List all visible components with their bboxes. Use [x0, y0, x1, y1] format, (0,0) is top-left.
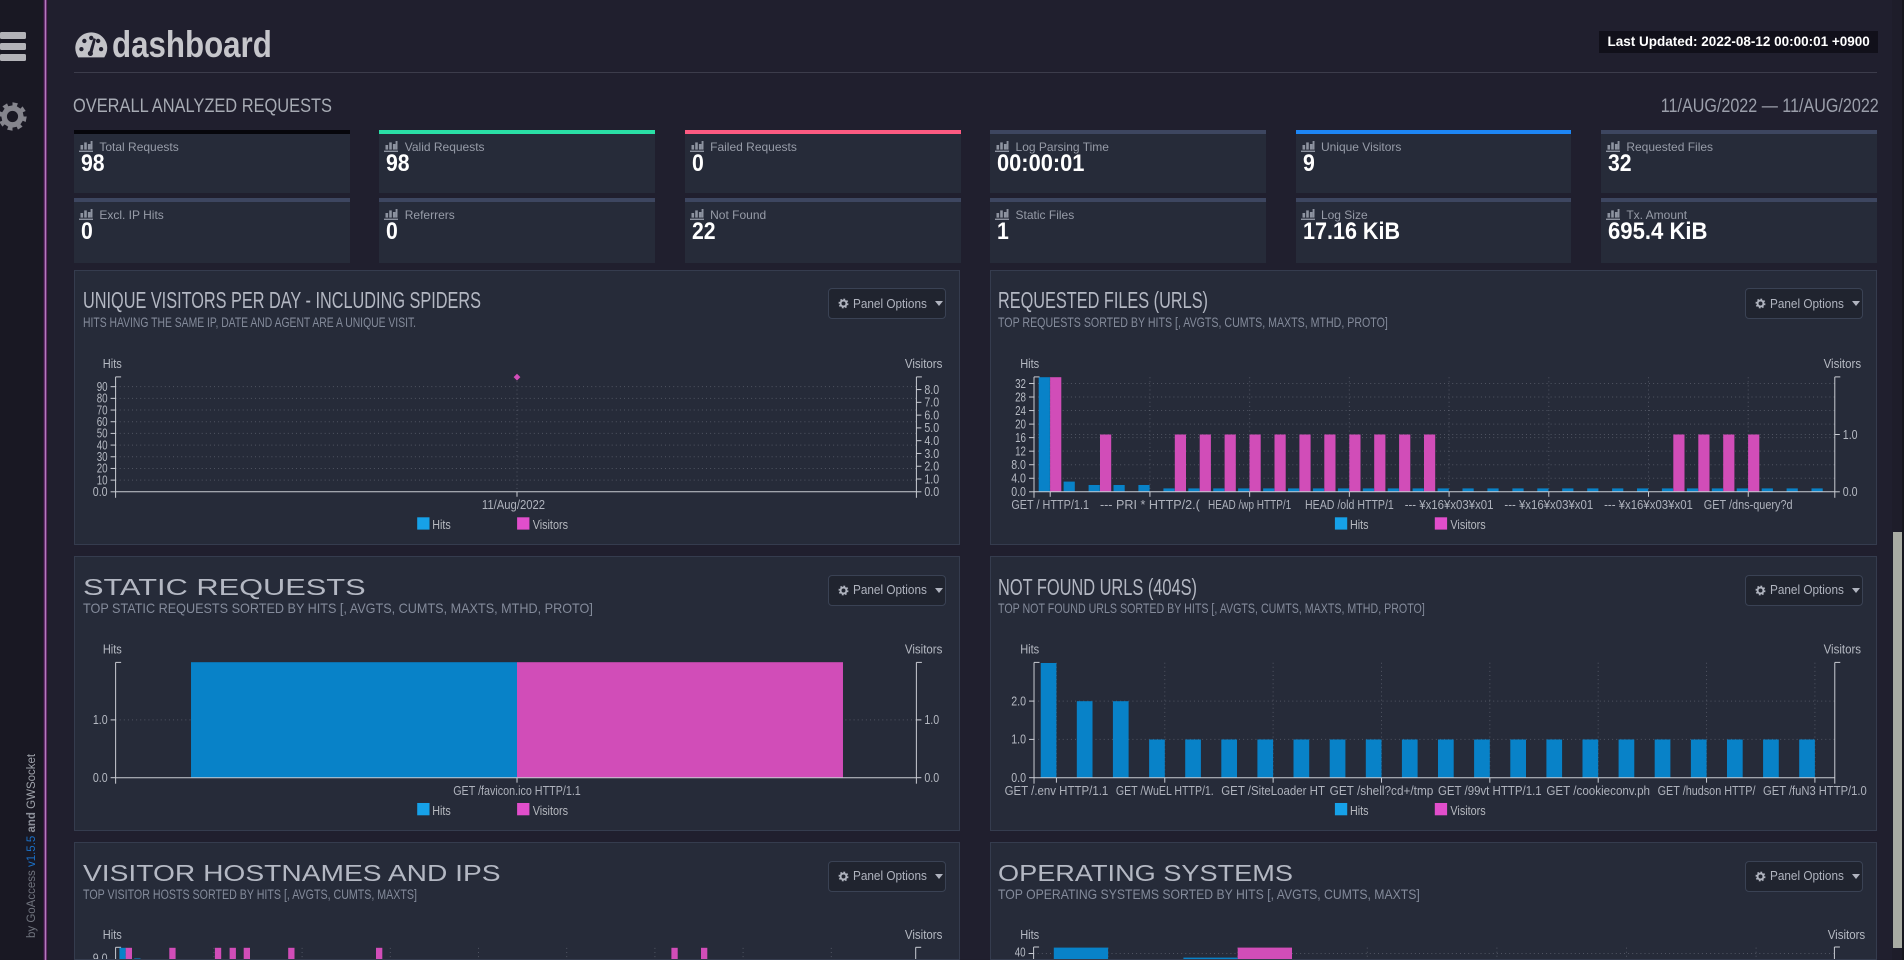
svg-text:Visitors: Visitors	[1823, 356, 1861, 371]
svg-text:GET /WuEL HTTP/1.: GET /WuEL HTTP/1.	[1115, 783, 1213, 798]
svg-text:1.0: 1.0	[93, 713, 108, 727]
svg-text:70: 70	[97, 403, 108, 417]
svg-text:0.0: 0.0	[924, 771, 939, 785]
svg-text:2.0: 2.0	[924, 459, 939, 473]
svg-text:Visitors: Visitors	[905, 356, 943, 371]
svg-text:30: 30	[97, 450, 108, 464]
svg-text:GET /99vt HTTP/1.1: GET /99vt HTTP/1.1	[1438, 783, 1542, 798]
svg-text:50: 50	[97, 426, 108, 440]
svg-text:24: 24	[1015, 404, 1026, 418]
svg-text:4.0: 4.0	[924, 434, 939, 448]
svg-text:Visitors: Visitors	[1450, 803, 1485, 818]
svg-text:--- PRI * HTTP/2.(: --- PRI * HTTP/2.(	[1100, 497, 1201, 512]
svg-text:GET /shell?cd+/tmp: GET /shell?cd+/tmp	[1329, 783, 1433, 798]
svg-text:Hits: Hits	[1020, 356, 1039, 371]
svg-text:--- ¥x16¥x03¥x01: --- ¥x16¥x03¥x01	[1504, 497, 1593, 512]
svg-text:--- ¥x16¥x03¥x01: --- ¥x16¥x03¥x01	[1404, 497, 1493, 512]
svg-text:12: 12	[1015, 444, 1026, 458]
svg-text:--- ¥x16¥x03¥x01: --- ¥x16¥x03¥x01	[1604, 497, 1693, 512]
svg-text:11/Aug/2022: 11/Aug/2022	[482, 497, 545, 512]
svg-text:Hits: Hits	[103, 642, 122, 657]
svg-text:Hits: Hits	[1350, 517, 1369, 532]
svg-text:GET / HTTP/1.1: GET / HTTP/1.1	[1011, 497, 1089, 512]
svg-text:Visitors: Visitors	[905, 927, 943, 942]
svg-text:2.0: 2.0	[1011, 695, 1026, 709]
svg-text:0.0: 0.0	[1011, 485, 1026, 499]
svg-text:Hits: Hits	[103, 356, 122, 371]
svg-text:HEAD /old HTTP/1: HEAD /old HTTP/1	[1305, 497, 1394, 512]
svg-text:0.0: 0.0	[924, 485, 939, 499]
svg-text:GET /hudson HTTP/: GET /hudson HTTP/	[1657, 783, 1755, 798]
svg-text:80: 80	[97, 391, 108, 405]
svg-text:7.0: 7.0	[924, 395, 939, 409]
svg-text:Hits: Hits	[103, 927, 122, 942]
svg-text:8.0: 8.0	[924, 383, 939, 397]
svg-text:GET /SiteLoader HT: GET /SiteLoader HT	[1221, 783, 1325, 798]
svg-text:4.0: 4.0	[1011, 471, 1026, 485]
svg-text:1.0: 1.0	[924, 472, 939, 486]
svg-text:10: 10	[97, 473, 108, 487]
svg-text:5.0: 5.0	[924, 421, 939, 435]
svg-text:HEAD /wp HTTP/1: HEAD /wp HTTP/1	[1208, 497, 1291, 512]
svg-text:Hits: Hits	[432, 517, 451, 532]
svg-text:40: 40	[1014, 945, 1025, 959]
svg-text:Visitors: Visitors	[1827, 927, 1865, 942]
svg-text:1.0: 1.0	[1011, 733, 1026, 747]
svg-text:0.0: 0.0	[1011, 771, 1026, 785]
svg-text:60: 60	[97, 415, 108, 429]
svg-text:Hits: Hits	[1020, 927, 1039, 942]
svg-text:16: 16	[1015, 431, 1026, 445]
svg-text:32: 32	[1015, 377, 1026, 391]
svg-text:0.0: 0.0	[93, 771, 108, 785]
svg-text:0.0: 0.0	[93, 485, 108, 499]
svg-text:Visitors: Visitors	[1450, 517, 1485, 532]
svg-text:Visitors: Visitors	[533, 803, 568, 818]
svg-text:GET /dns-query?d: GET /dns-query?d	[1703, 497, 1792, 512]
svg-text:GET /fuN3 HTTP/1.0: GET /fuN3 HTTP/1.0	[1763, 783, 1867, 798]
svg-text:GET /favicon.ico HTTP/1.1: GET /favicon.ico HTTP/1.1	[453, 783, 581, 798]
svg-text:40: 40	[97, 438, 108, 452]
svg-text:6.0: 6.0	[924, 408, 939, 422]
svg-text:0.0: 0.0	[1842, 485, 1857, 499]
svg-text:GET /.env HTTP/1.1: GET /.env HTTP/1.1	[1004, 783, 1108, 798]
svg-text:9.0: 9.0	[93, 951, 108, 960]
svg-text:3.0: 3.0	[924, 447, 939, 461]
svg-text:Visitors: Visitors	[905, 642, 943, 657]
svg-text:8.0: 8.0	[1011, 458, 1026, 472]
svg-text:Hits: Hits	[1350, 803, 1368, 818]
svg-text:20: 20	[97, 461, 108, 475]
svg-text:Hits: Hits	[1020, 642, 1039, 657]
svg-text:1.0: 1.0	[924, 713, 939, 727]
svg-text:20: 20	[1015, 417, 1026, 431]
svg-text:Visitors: Visitors	[533, 517, 568, 532]
svg-text:GET /cookieconv.ph: GET /cookieconv.ph	[1546, 783, 1650, 798]
svg-text:Visitors: Visitors	[1823, 642, 1861, 657]
svg-text:1.0: 1.0	[1842, 428, 1857, 442]
svg-text:90: 90	[97, 380, 108, 394]
svg-text:28: 28	[1015, 390, 1026, 404]
svg-text:Hits: Hits	[432, 803, 450, 818]
